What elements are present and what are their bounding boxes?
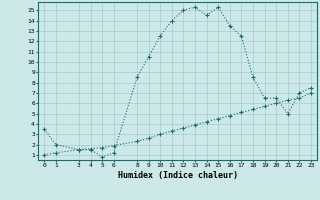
X-axis label: Humidex (Indice chaleur): Humidex (Indice chaleur) — [118, 171, 238, 180]
